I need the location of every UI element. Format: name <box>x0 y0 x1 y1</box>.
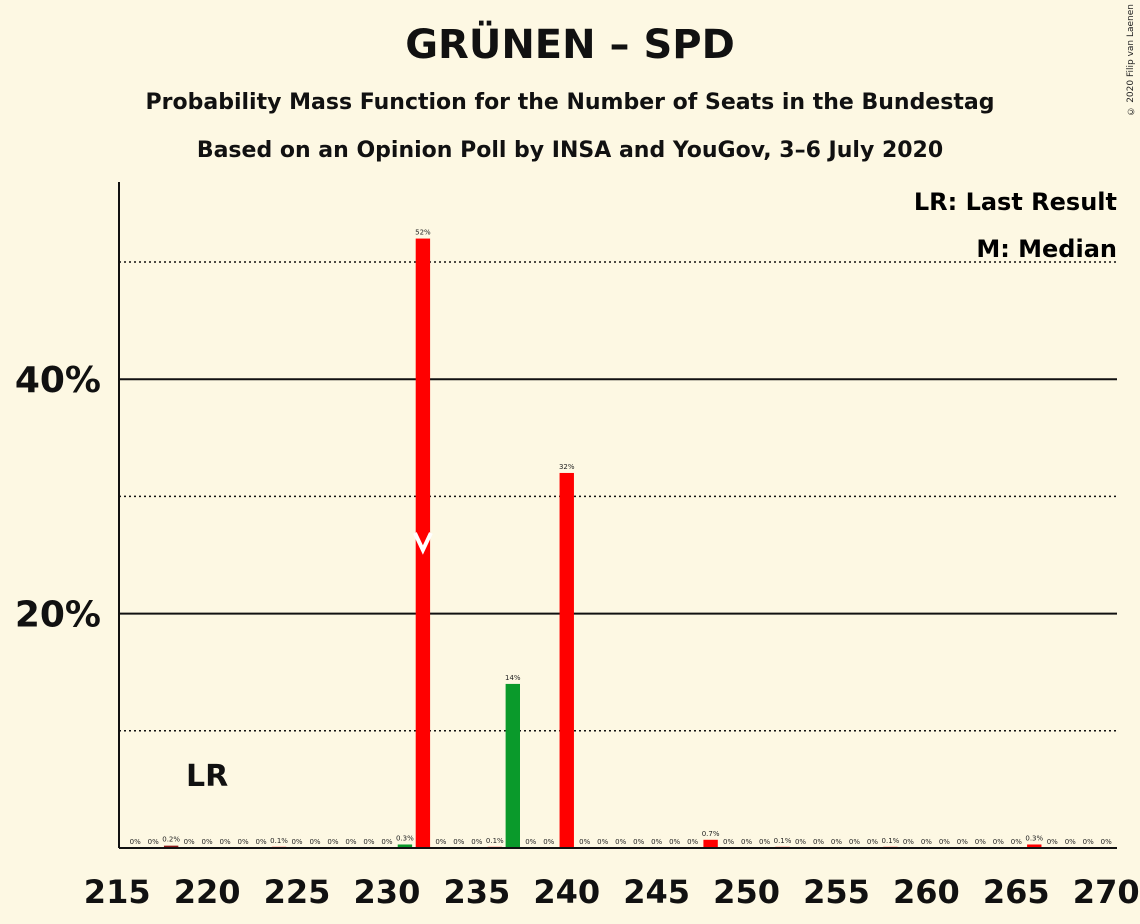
bar-labels: 0% 0% 0.2% 0% 0% 0% 0% 0% 0.1% 0% 0% 0% 0% 0% 0% 0.3%52… <box>130 229 1112 846</box>
bar-label-seat-246: 0% <box>669 838 680 846</box>
bar-label-seat-260: 0% <box>921 838 932 846</box>
x-tick-220: 220 <box>174 873 241 911</box>
x-tick-230: 230 <box>354 873 421 911</box>
bar-label-seat-264: 0% <box>993 838 1004 846</box>
bar-seat-231 <box>397 844 413 848</box>
bar-label-seat-239: 0% <box>543 838 554 846</box>
x-tick-240: 240 <box>533 873 600 911</box>
chart-title: GRÜNEN – SPD <box>405 22 735 68</box>
x-tick-225: 225 <box>264 873 331 911</box>
bar-label-seat-269: 0% <box>1083 838 1094 846</box>
bar-label-seat-253: 0% <box>795 838 806 846</box>
legend-median: M: Median <box>976 235 1117 263</box>
x-tick-215: 215 <box>84 873 151 911</box>
bar-label-seat-236: 0.1% <box>486 837 504 845</box>
bar-label-seat-216: 0% <box>130 838 141 846</box>
bar-label-seat-230: 0% <box>381 838 392 846</box>
bar-label-seat-228: 0% <box>345 838 356 846</box>
y-tick-labels: 20% 40% <box>15 360 101 635</box>
bar-label-seat-248: 0.7% <box>702 830 720 838</box>
last-result-marker: LR <box>186 759 228 794</box>
bar-label-seat-267: 0% <box>1047 838 1058 846</box>
y-tick-20: 20% <box>15 595 101 636</box>
bar-label-seat-226: 0% <box>309 838 320 846</box>
bar-label-seat-219: 0% <box>184 838 195 846</box>
x-tick-260: 260 <box>893 873 960 911</box>
bar-label-seat-270: 0% <box>1101 838 1112 846</box>
bar-seat-218 <box>163 845 179 848</box>
bar-seat-266 <box>1027 844 1042 848</box>
bar-label-seat-218: 0.2% <box>162 836 180 844</box>
bar-label-seat-263: 0% <box>975 838 986 846</box>
bar-label-seat-233: 0% <box>435 838 446 846</box>
x-tick-270: 270 <box>1073 873 1140 911</box>
x-tick-235: 235 <box>443 873 510 911</box>
legend-last-result: LR: Last Result <box>914 188 1117 216</box>
bar-seat-240 <box>559 472 574 848</box>
bar-seat-248 <box>703 839 718 848</box>
bar-label-seat-222: 0% <box>238 838 249 846</box>
bar-label-seat-268: 0% <box>1065 838 1076 846</box>
bar-label-seat-220: 0% <box>202 838 213 846</box>
y-tick-40: 40% <box>15 360 101 401</box>
bar-series <box>163 238 1042 848</box>
bar-label-seat-231: 0.3% <box>396 834 414 842</box>
bar-label-seat-244: 0% <box>633 838 644 846</box>
x-tick-245: 245 <box>623 873 690 911</box>
x-tick-265: 265 <box>983 873 1050 911</box>
bar-label-seat-258: 0.1% <box>882 837 900 845</box>
bar-label-seat-247: 0% <box>687 838 698 846</box>
bar-label-seat-245: 0% <box>651 838 662 846</box>
bar-label-seat-240: 32% <box>559 463 575 471</box>
bar-label-seat-259: 0% <box>903 838 914 846</box>
bar-label-seat-249: 0% <box>723 838 734 846</box>
bar-label-seat-221: 0% <box>220 838 231 846</box>
bar-label-seat-243: 0% <box>615 838 626 846</box>
bar-seat-237 <box>505 683 520 848</box>
bar-seat-232 <box>415 238 431 848</box>
bar-label-seat-250: 0% <box>741 838 752 846</box>
bar-label-seat-223: 0% <box>256 838 267 846</box>
bar-label-seat-235: 0% <box>471 838 482 846</box>
bar-label-seat-266: 0.3% <box>1025 834 1043 842</box>
bar-label-seat-217: 0% <box>148 838 159 846</box>
axes <box>118 182 1117 849</box>
bar-label-seat-255: 0% <box>831 838 842 846</box>
bar-label-seat-224: 0.1% <box>270 837 288 845</box>
markers: LR <box>186 532 433 794</box>
bar-label-seat-241: 0% <box>579 838 590 846</box>
bar-label-seat-225: 0% <box>291 838 302 846</box>
bar-label-seat-238: 0% <box>525 838 536 846</box>
bar-label-seat-251: 0% <box>759 838 770 846</box>
bar-label-seat-242: 0% <box>597 838 608 846</box>
bar-label-seat-254: 0% <box>813 838 824 846</box>
x-tick-255: 255 <box>803 873 870 911</box>
bar-label-seat-257: 0% <box>867 838 878 846</box>
bar-label-seat-237: 14% <box>505 674 521 682</box>
bar-label-seat-227: 0% <box>327 838 338 846</box>
chart-source-line: Based on an Opinion Poll by INSA and You… <box>196 138 944 163</box>
bar-label-seat-261: 0% <box>939 838 950 846</box>
bar-label-seat-234: 0% <box>453 838 464 846</box>
chart-subtitle: Probability Mass Function for the Number… <box>145 90 995 115</box>
bar-label-seat-265: 0% <box>1011 838 1022 846</box>
x-tick-250: 250 <box>713 873 780 911</box>
bar-label-seat-256: 0% <box>849 838 860 846</box>
bar-label-seat-252: 0.1% <box>774 837 792 845</box>
bar-label-seat-229: 0% <box>363 838 374 846</box>
median-marker <box>413 532 433 555</box>
x-tick-labels: 215 220 225 230 235 240 245 250 255 260 265 270 <box>84 873 1140 911</box>
bar-label-seat-232: 52% <box>415 229 431 237</box>
gridlines <box>119 261 1117 732</box>
bar-label-seat-262: 0% <box>957 838 968 846</box>
